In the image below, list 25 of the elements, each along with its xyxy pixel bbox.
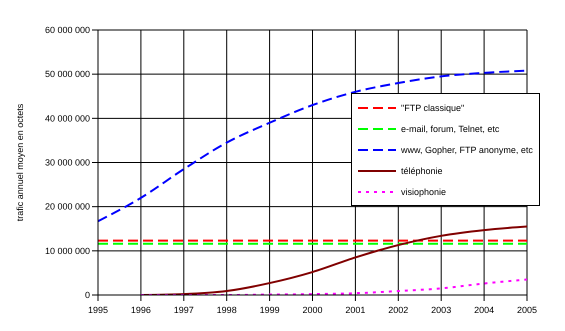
- x-tick-label: 2004: [474, 305, 494, 315]
- x-tick-label: 2005: [516, 305, 538, 315]
- x-tick-label: 1997: [174, 305, 194, 315]
- y-tick-label: 10 000 000: [44, 246, 90, 256]
- line-series: [140, 278, 527, 295]
- legend-label: e-mail, forum, Telnet, etc: [401, 124, 500, 134]
- legend-label: visiophonie: [401, 186, 446, 196]
- legend-label: téléphonie: [401, 166, 443, 176]
- y-tick-label: 40 000 000: [44, 113, 90, 124]
- x-tick-label: 1995: [88, 305, 108, 315]
- x-tick-label: 1998: [216, 305, 237, 315]
- x-tick-label: 1996: [130, 305, 151, 315]
- y-axis-title: trafic annuel moyen en octets: [15, 103, 26, 222]
- legend-label: "FTP classique": [401, 102, 464, 112]
- y-tick-label: 20 000 000: [44, 202, 90, 212]
- x-tick-label: 1999: [260, 305, 280, 315]
- x-tick-label: 2000: [302, 305, 323, 315]
- x-tick-label: 2001: [345, 305, 366, 315]
- y-tick-label: 60 000 000: [44, 25, 90, 35]
- y-tick-label: 30 000 000: [44, 158, 90, 168]
- y-tick-label: 0: [84, 290, 90, 300]
- x-tick-label: 2003: [431, 305, 452, 315]
- y-tick-label: 50 000 000: [44, 69, 90, 80]
- x-tick-label: 2002: [388, 305, 408, 315]
- legend-label: www, Gopher, FTP anonyme, etc: [401, 144, 533, 154]
